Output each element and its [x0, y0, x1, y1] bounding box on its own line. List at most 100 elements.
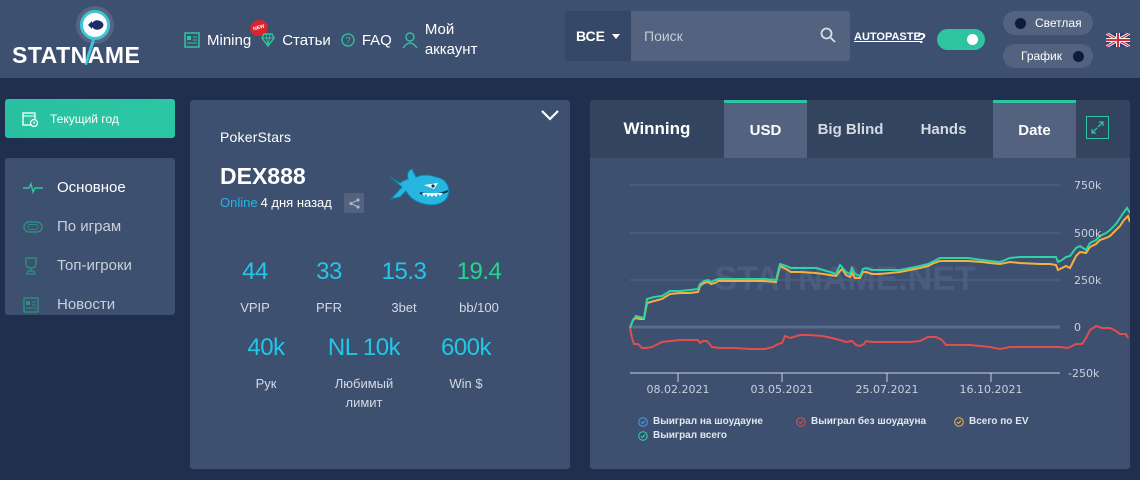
player-profile-card: PokerStars DEX888 Online 4 дня назад 44 V… [190, 100, 570, 469]
nav-faq[interactable]: ? FAQ [341, 32, 392, 49]
tab-label: USD [749, 122, 782, 139]
graph-toggle-pill[interactable]: График [1003, 44, 1093, 68]
legend-non-showdown[interactable]: Выиграл без шоудауна [796, 416, 926, 427]
stat-label: VPIP [240, 300, 270, 315]
legend-label: Выиграл на шоудауне [653, 416, 763, 427]
svg-text:-250k: -250k [1068, 367, 1100, 380]
legend-ev[interactable]: Всего по EV [954, 416, 1029, 427]
chevron-down-icon[interactable] [540, 108, 560, 126]
tab-usd[interactable]: USD [724, 100, 807, 158]
chart-title: Winning [623, 119, 691, 138]
toggle-dot [1073, 50, 1084, 62]
x-ticks [677, 373, 992, 382]
svg-text:03.05.2021: 03.05.2021 [751, 383, 814, 396]
svg-text:08.02.2021: 08.02.2021 [647, 383, 710, 396]
svg-text:?: ? [345, 36, 350, 46]
legend-label: Выиграл всего [653, 430, 728, 441]
caret-down-icon [612, 33, 621, 39]
stat-label: bb/100 [459, 300, 499, 315]
check-circle-icon [796, 416, 806, 427]
stat-3bet: 15.3 3bet [370, 258, 438, 317]
gem-icon [261, 33, 276, 47]
status-online-label: Online [220, 195, 258, 210]
piranha-avatar-icon [388, 167, 452, 214]
nav-articles-label: Статьи [282, 31, 331, 49]
check-circle-icon [638, 430, 648, 441]
stat-bb100: 19.4 bb/100 [444, 258, 514, 317]
legend-label: Всего по EV [969, 416, 1029, 427]
svg-text:750k: 750k [1074, 179, 1102, 192]
newspaper-icon [184, 32, 200, 48]
user-icon [402, 31, 418, 49]
tab-label: Date [1018, 122, 1051, 139]
current-year-label: Текущий год [50, 111, 119, 126]
uk-flag-icon[interactable] [1105, 31, 1131, 52]
share-icon [348, 197, 360, 209]
poker-room-logo: PokerStars [220, 129, 292, 145]
stat-vpip: 44 VPIP [224, 258, 286, 317]
stat-label: Рук [255, 376, 277, 391]
share-button[interactable] [344, 193, 364, 213]
sidebar-item-label: Основное [57, 179, 126, 196]
search-filter-value: ВСЕ [575, 28, 606, 44]
statname-logo[interactable]: STATNAME [12, 10, 141, 68]
stat-value: NL 10k [327, 334, 401, 361]
tab-date[interactable]: Date [993, 100, 1076, 158]
sidebar-item-main[interactable]: Основное [5, 168, 175, 207]
graph-label: График [1021, 49, 1062, 63]
search-input[interactable] [631, 11, 850, 61]
search-icon[interactable] [820, 27, 836, 48]
tab-hands[interactable]: Hands [894, 100, 993, 158]
stat-label: Win $ [449, 376, 483, 391]
toggle-dot [1015, 17, 1026, 29]
sidebar-item-label: Топ-игроки [57, 257, 132, 274]
legend-total[interactable]: Выиграл всего [638, 430, 727, 441]
sidebar-item-label: По играм [57, 218, 122, 235]
expand-button[interactable] [1086, 116, 1109, 139]
series-non-showdown [629, 324, 1129, 351]
expand-icon [1091, 121, 1104, 134]
nav-mining[interactable]: Mining NEW [184, 17, 270, 49]
theme-label: Светлая [1035, 16, 1082, 30]
status-ago-label: 4 дня назад [260, 195, 332, 210]
legend-showdown[interactable]: Выиграл на шоудауне [638, 416, 763, 427]
nav-mining-label: Mining [207, 31, 252, 49]
svg-text:500k: 500k [1074, 227, 1102, 240]
search-field [631, 11, 850, 61]
sidebar-item-top-players[interactable]: Топ-игроки [5, 246, 175, 285]
search-filter-dropdown[interactable]: ВСЕ [565, 11, 631, 61]
check-circle-icon [638, 416, 648, 427]
nav-faq-label: FAQ [361, 31, 392, 49]
stat-label: 3bet [391, 300, 417, 315]
tab-label: Big Blind [817, 120, 884, 138]
stat-value: 33 [316, 258, 342, 285]
current-year-button[interactable]: Текущий год [5, 99, 175, 138]
player-nickname: DEX888 [220, 163, 306, 189]
autopaste-toggle[interactable] [937, 29, 985, 50]
sidebar-item-news[interactable]: Новости [5, 285, 175, 324]
logo-text: STATNAME [12, 42, 141, 68]
legend-label: Выиграл без шоудауна [811, 416, 927, 427]
winning-chart-card: Winning USD Big Blind Hands Date [590, 100, 1130, 469]
toggle-knob [967, 34, 978, 45]
nav-articles[interactable]: Статьи [261, 32, 331, 49]
svg-text:16.10.2021: 16.10.2021 [960, 383, 1023, 396]
sidebar-item-by-games[interactable]: По играм [5, 207, 175, 246]
chart-tabbar: Winning USD Big Blind Hands Date [590, 100, 1130, 158]
stat-pfr: 33 PFR [298, 258, 360, 317]
series-total [629, 206, 1130, 329]
check-circle-icon [954, 416, 964, 427]
stat-value: 44 [242, 258, 268, 285]
stat-label: Любимый лимит [334, 376, 394, 410]
autopaste-help[interactable]: ? [917, 30, 927, 47]
stat-label: PFR [316, 300, 342, 315]
nav-account[interactable]: Мой аккаунт [402, 20, 487, 60]
poker-table-icon [23, 220, 45, 234]
tab-big-blind[interactable]: Big Blind [807, 100, 894, 158]
autopaste-link[interactable]: AUTOPASTE [854, 31, 921, 43]
stat-favorite-limit: NL 10k Любимый лимит [316, 334, 412, 412]
calendar-clock-icon [22, 111, 38, 127]
winning-line-chart: STATNAME.NET 750k 500k 250k 0 -250k 08.0… [629, 179, 1130, 396]
theme-toggle-pill[interactable]: Светлая [1003, 11, 1093, 35]
main-nav: Mining NEW Статьи ? FAQ Мой аккаунт [184, 17, 497, 62]
